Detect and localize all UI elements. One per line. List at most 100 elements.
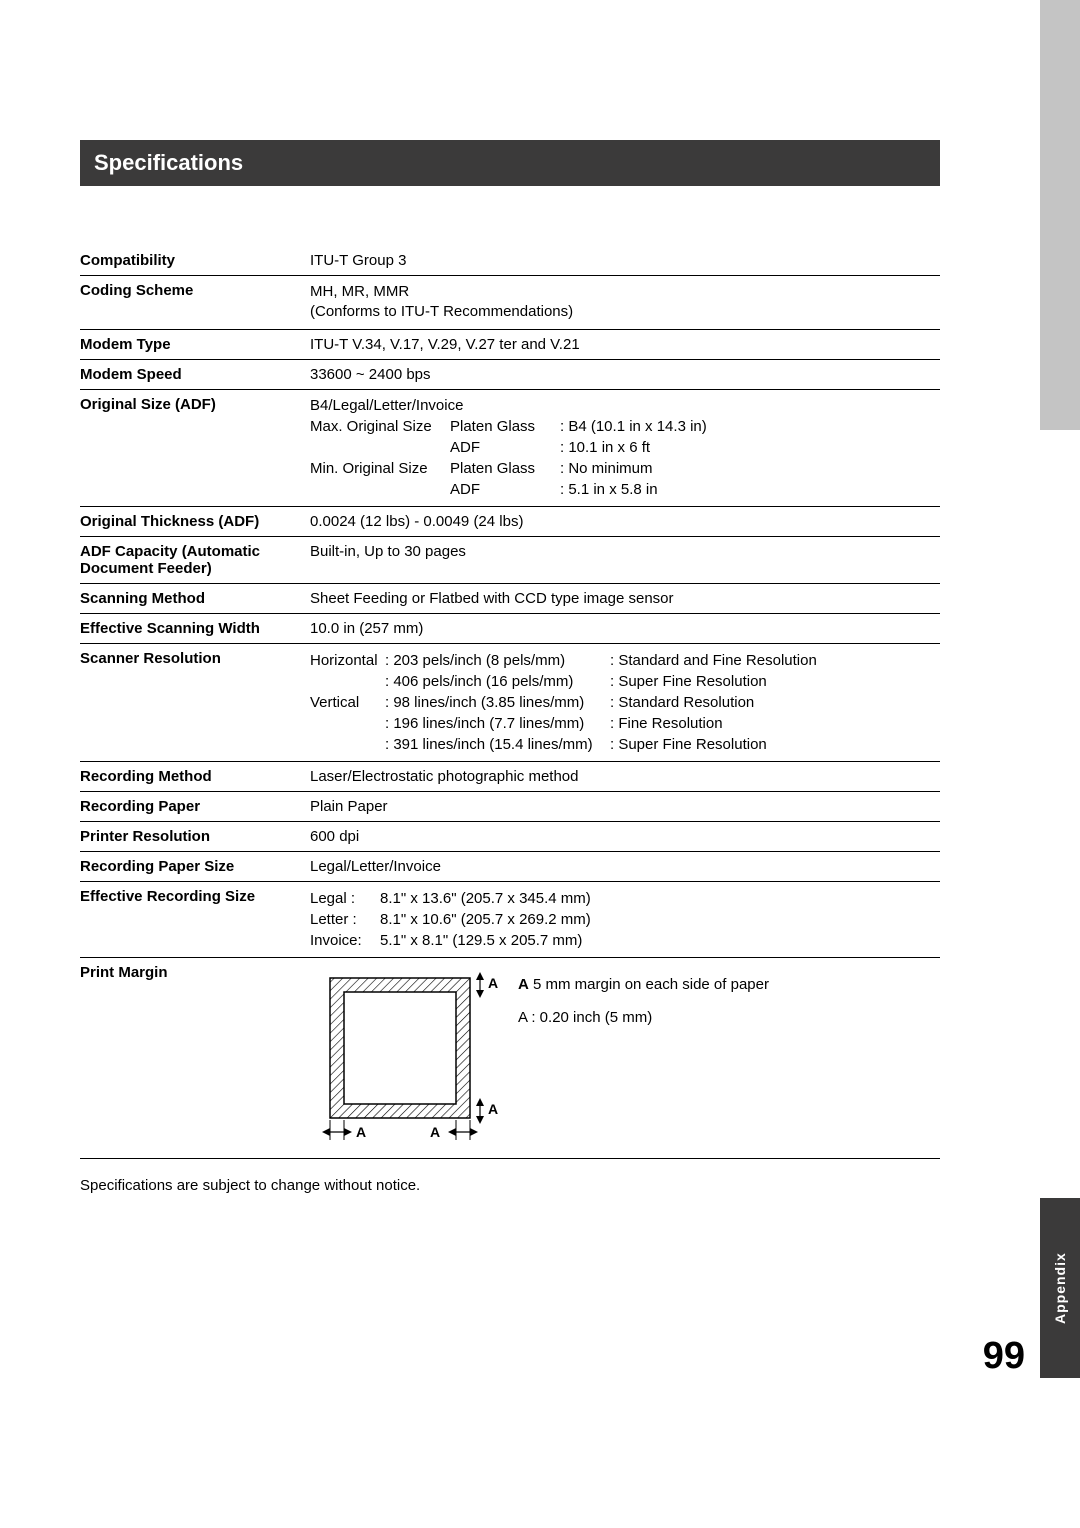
table-row: Scanning Method Sheet Feeding or Flatbed…	[80, 583, 940, 613]
grid-cell: Invoice:	[310, 930, 380, 951]
spec-value: Sheet Feeding or Flatbed with CCD type i…	[310, 583, 940, 613]
spec-value: Legal :8.1" x 13.6" (205.7 x 345.4 mm) L…	[310, 881, 940, 957]
grid-cell: Vertical	[310, 692, 385, 713]
table-row: Coding Scheme MH, MR, MMR (Conforms to I…	[80, 276, 940, 330]
spec-value: Horizontal: 203 pels/inch (8 pels/mm): S…	[310, 643, 940, 761]
spec-label: Print Margin	[80, 957, 310, 1158]
spec-label: Effective Scanning Width	[80, 613, 310, 643]
grid-cell	[310, 713, 385, 734]
grid-cell: : Standard Resolution	[610, 692, 870, 713]
spec-label: Recording Paper	[80, 791, 310, 821]
spec-value: ITU-T Group 3	[310, 246, 940, 276]
margin-text-line: A : 0.20 inch (5 mm)	[518, 1001, 769, 1034]
print-margin-text: A 5 mm margin on each side of paper A : …	[518, 968, 769, 1034]
spec-label: Effective Recording Size	[80, 881, 310, 957]
spec-label: Scanner Resolution	[80, 643, 310, 761]
appendix-tab: Appendix	[1040, 1198, 1080, 1378]
spec-value: A A A A	[310, 957, 940, 1158]
value-line: MH, MR, MMR	[310, 282, 936, 302]
spec-value: Built-in, Up to 30 pages	[310, 536, 940, 583]
table-row: Original Size (ADF) B4/Legal/Letter/Invo…	[80, 389, 940, 506]
page-number: 99	[983, 1335, 1025, 1378]
spec-value: Laser/Electrostatic photographic method	[310, 761, 940, 791]
footnote: Specifications are subject to change wit…	[80, 1177, 940, 1194]
spec-value: 0.0024 (12 lbs) - 0.0049 (24 lbs)	[310, 506, 940, 536]
spec-label: Printer Resolution	[80, 821, 310, 851]
grid-cell: Legal :	[310, 888, 380, 909]
table-row: Recording Method Laser/Electrostatic pho…	[80, 761, 940, 791]
grid-cell	[310, 734, 385, 755]
appendix-label: Appendix	[1052, 1252, 1068, 1324]
table-row: Recording Paper Size Legal/Letter/Invoic…	[80, 851, 940, 881]
margin-marker-left: A	[356, 1124, 366, 1140]
margin-marker-label: A	[518, 976, 529, 993]
scanner-res-grid: Horizontal: 203 pels/inch (8 pels/mm): S…	[310, 650, 936, 755]
grid-cell: : 98 lines/inch (3.85 lines/mm)	[385, 692, 610, 713]
grid-cell	[310, 479, 450, 500]
grid-cell: : Super Fine Resolution	[610, 671, 870, 692]
grid-cell: ADF	[450, 437, 560, 458]
spec-label: ADF Capacity (Automatic Document Feeder)	[80, 536, 310, 583]
grid-cell: 8.1" x 13.6" (205.7 x 345.4 mm)	[380, 888, 680, 909]
grid-cell: : Standard and Fine Resolution	[610, 650, 870, 671]
grid-cell: : 391 lines/inch (15.4 lines/mm)	[385, 734, 610, 755]
grid-cell: Letter :	[310, 909, 380, 930]
margin-text-line: 5 mm margin on each side of paper	[533, 976, 769, 993]
side-gray-bar	[1040, 0, 1080, 430]
grid-cell: : 10.1 in x 6 ft	[560, 437, 740, 458]
grid-cell: : 203 pels/inch (8 pels/mm)	[385, 650, 610, 671]
spec-label: Coding Scheme	[80, 276, 310, 330]
table-row: Print Margin	[80, 957, 940, 1158]
grid-cell: : 5.1 in x 5.8 in	[560, 479, 740, 500]
eff-rec-size-grid: Legal :8.1" x 13.6" (205.7 x 345.4 mm) L…	[310, 888, 936, 951]
spec-value: 33600 ~ 2400 bps	[310, 359, 940, 389]
spec-label: Modem Type	[80, 329, 310, 359]
table-row: Modem Speed 33600 ~ 2400 bps	[80, 359, 940, 389]
spec-value: Plain Paper	[310, 791, 940, 821]
table-row: Effective Recording Size Legal :8.1" x 1…	[80, 881, 940, 957]
grid-cell: : 196 lines/inch (7.7 lines/mm)	[385, 713, 610, 734]
spec-value: ITU-T V.34, V.17, V.29, V.27 ter and V.2…	[310, 329, 940, 359]
spec-value: 600 dpi	[310, 821, 940, 851]
grid-cell: Platen Glass	[450, 458, 560, 479]
grid-cell	[310, 437, 450, 458]
original-size-grid: Max. Original SizePlaten Glass: B4 (10.1…	[310, 416, 936, 500]
spec-label: Scanning Method	[80, 583, 310, 613]
spec-label: Compatibility	[80, 246, 310, 276]
grid-cell: : No minimum	[560, 458, 740, 479]
table-row: Compatibility ITU-T Group 3	[80, 246, 940, 276]
spec-label: Recording Paper Size	[80, 851, 310, 881]
table-row: Modem Type ITU-T V.34, V.17, V.29, V.27 …	[80, 329, 940, 359]
grid-cell: Min. Original Size	[310, 458, 450, 479]
value-line: B4/Legal/Letter/Invoice	[310, 396, 936, 416]
grid-cell: ADF	[450, 479, 560, 500]
spec-value: MH, MR, MMR (Conforms to ITU-T Recommend…	[310, 276, 940, 330]
spec-label: Modem Speed	[80, 359, 310, 389]
spec-label: Original Thickness (ADF)	[80, 506, 310, 536]
grid-cell: Horizontal	[310, 650, 385, 671]
grid-cell: 8.1" x 10.6" (205.7 x 269.2 mm)	[380, 909, 680, 930]
table-row: Effective Scanning Width 10.0 in (257 mm…	[80, 613, 940, 643]
margin-marker-right: A	[430, 1124, 440, 1140]
table-row: Printer Resolution 600 dpi	[80, 821, 940, 851]
table-row: Original Thickness (ADF) 0.0024 (12 lbs)…	[80, 506, 940, 536]
margin-marker-top: A	[488, 975, 498, 991]
grid-cell	[310, 671, 385, 692]
value-line: (Conforms to ITU-T Recommendations)	[310, 302, 936, 322]
table-row: ADF Capacity (Automatic Document Feeder)…	[80, 536, 940, 583]
section-title: Specifications	[94, 150, 243, 175]
spec-value: B4/Legal/Letter/Invoice Max. Original Si…	[310, 389, 940, 506]
spec-label: Recording Method	[80, 761, 310, 791]
print-margin-diagram: A A A A	[310, 968, 500, 1148]
grid-cell: Platen Glass	[450, 416, 560, 437]
table-row: Recording Paper Plain Paper	[80, 791, 940, 821]
spec-value: 10.0 in (257 mm)	[310, 613, 940, 643]
grid-cell: : 406 pels/inch (16 pels/mm)	[385, 671, 610, 692]
grid-cell: : Fine Resolution	[610, 713, 870, 734]
grid-cell: 5.1" x 8.1" (129.5 x 205.7 mm)	[380, 930, 680, 951]
specifications-table: Compatibility ITU-T Group 3 Coding Schem…	[80, 246, 940, 1159]
margin-marker-bottom: A	[488, 1101, 498, 1117]
grid-cell: : Super Fine Resolution	[610, 734, 870, 755]
page-content: Specifications Compatibility ITU-T Group…	[80, 0, 940, 1194]
section-header: Specifications	[80, 140, 940, 186]
